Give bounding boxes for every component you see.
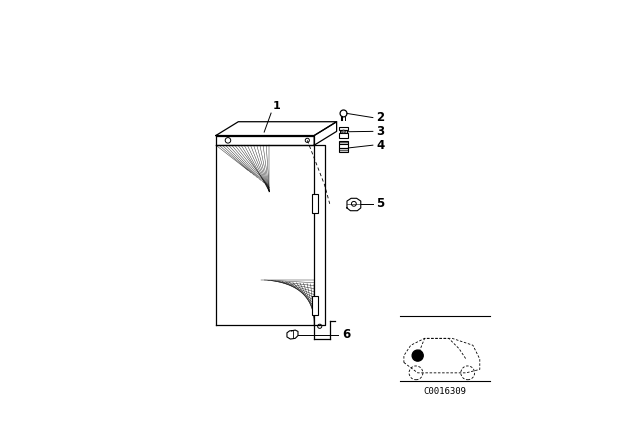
Bar [339, 144, 348, 148]
Text: 3: 3 [376, 125, 385, 138]
Text: 5: 5 [376, 197, 385, 210]
Bar [312, 296, 318, 315]
Bar [312, 194, 318, 213]
Bar [340, 130, 347, 134]
Bar [339, 126, 348, 130]
Text: C0016309: C0016309 [424, 388, 467, 396]
Bar [339, 134, 348, 138]
Text: 4: 4 [376, 139, 385, 152]
Text: 2: 2 [376, 111, 385, 124]
Text: 6: 6 [342, 328, 350, 341]
Circle shape [412, 350, 423, 361]
Bar [339, 148, 348, 152]
Bar [339, 141, 348, 144]
Text: 1: 1 [273, 101, 280, 112]
Circle shape [342, 130, 345, 134]
